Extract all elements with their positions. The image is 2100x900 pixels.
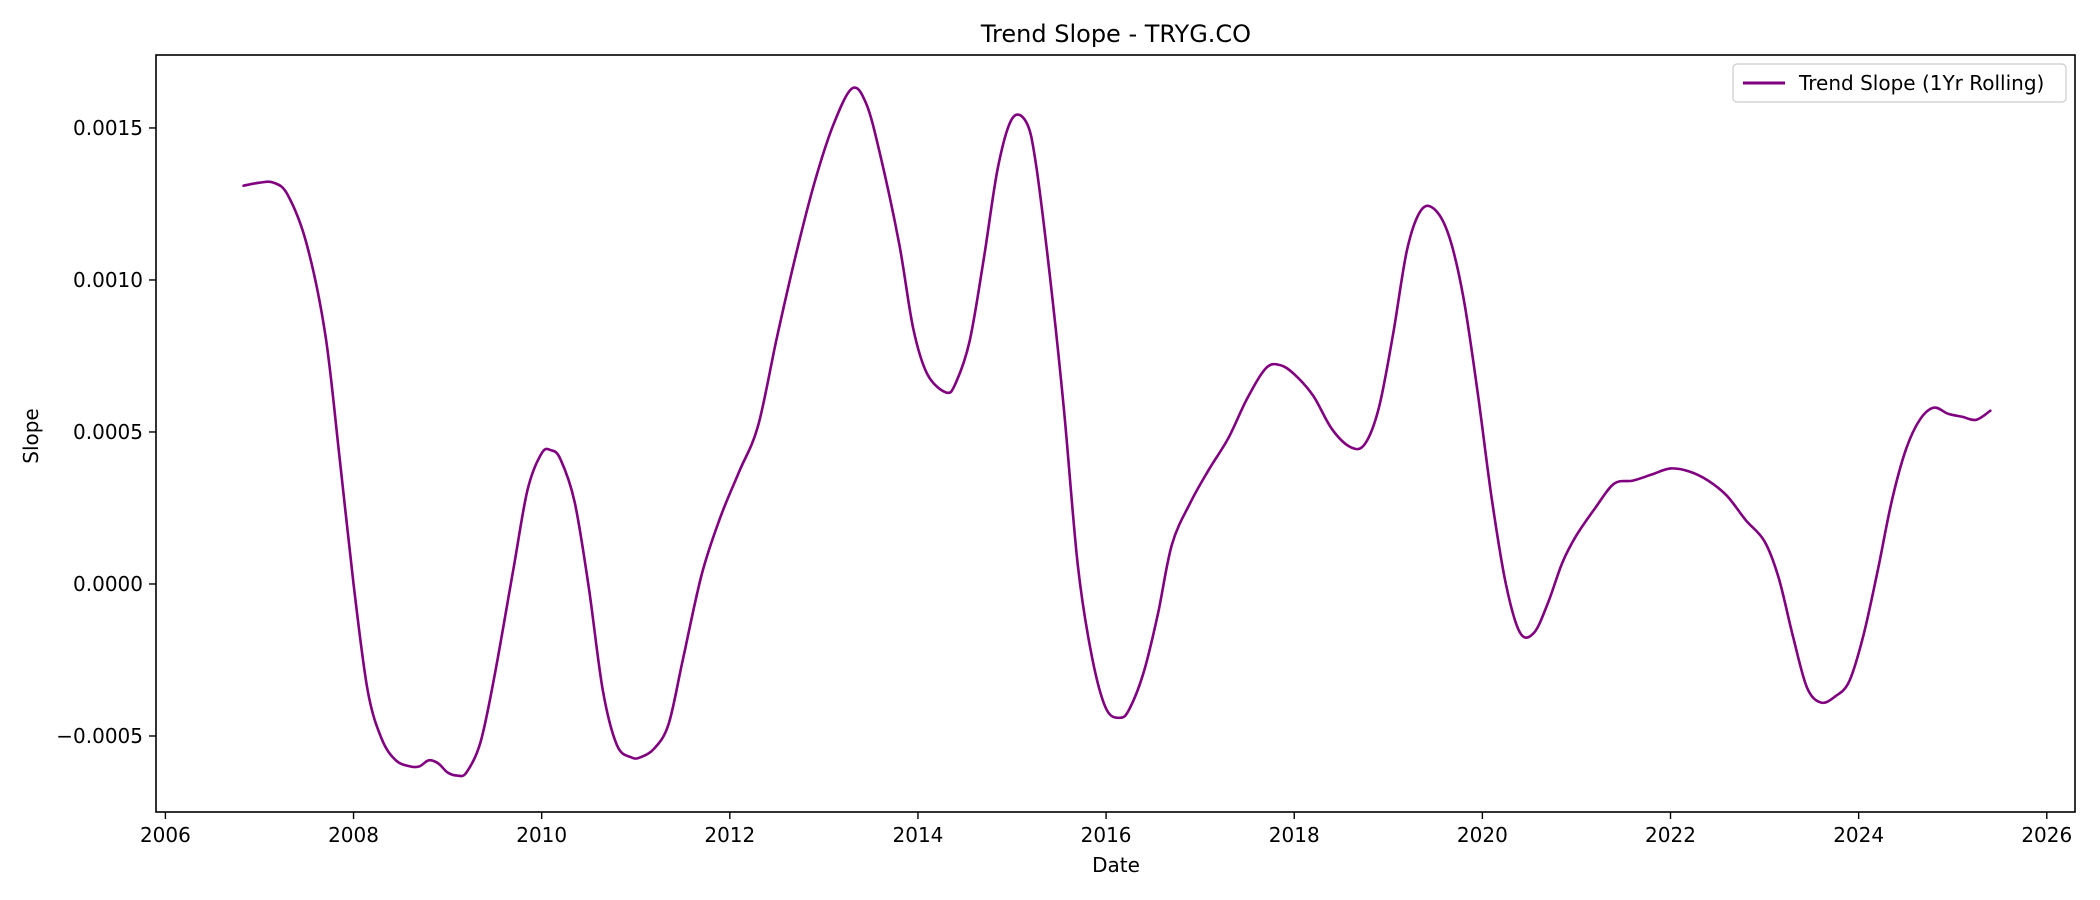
x-tick-label: 2018 [1269, 823, 1320, 847]
y-axis: −0.0005 0.0000 0.0005 0.0010 0.0015 [56, 116, 156, 748]
x-tick-label: 2016 [1081, 823, 1132, 847]
series-line [242, 86, 1992, 778]
y-tick-label: 0.0000 [73, 572, 143, 596]
x-tick-label: 2022 [1645, 823, 1696, 847]
y-axis-title: Slope [19, 408, 43, 464]
x-tick-label: 2020 [1457, 823, 1508, 847]
y-tick-label: 0.0005 [73, 420, 143, 444]
x-axis: 2006 2008 2010 2012 2014 2016 2018 2020 2022 2024… [140, 812, 2072, 847]
y-tick-label: 0.0015 [73, 116, 143, 140]
x-tick-label: 2008 [328, 823, 379, 847]
x-tick-label: 2026 [2021, 823, 2072, 847]
legend-label: Trend Slope (1Yr Rolling) [1798, 71, 2044, 95]
y-tick-label: 0.0010 [73, 268, 143, 292]
x-tick-label: 2006 [140, 823, 191, 847]
legend-box [1732, 63, 2067, 103]
y-tick-label: −0.0005 [56, 724, 143, 748]
plot-frame [155, 54, 2076, 813]
legend: Trend Slope (1Yr Rolling) [1732, 63, 2067, 103]
x-tick-label: 2014 [893, 823, 944, 847]
x-tick-label: 2024 [1833, 823, 1884, 847]
plot-area [242, 86, 1992, 778]
x-axis-title: Date [1092, 853, 1140, 877]
x-tick-label: 2010 [516, 823, 567, 847]
x-tick-label: 2012 [704, 823, 755, 847]
chart-title: Trend Slope - TRYG.CO [980, 20, 1251, 48]
